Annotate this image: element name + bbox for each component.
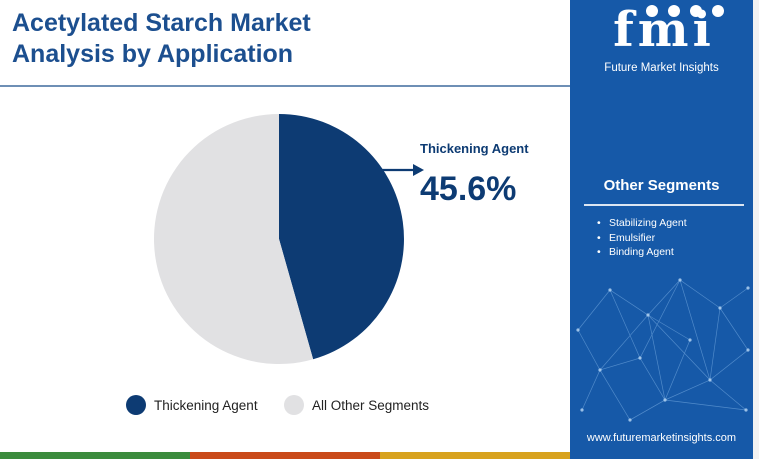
other-segments-list: Stabilizing Agent Emulsifier Binding Age… xyxy=(597,216,687,260)
legend-item-thickening-agent: Thickening Agent xyxy=(126,394,258,416)
network-graphic xyxy=(576,278,750,422)
brand-side-panel: fmi Future Market Insights Other Segment… xyxy=(570,0,753,452)
pie-slice-all-other-segments xyxy=(153,113,314,364)
legend-label: Thickening Agent xyxy=(154,397,258,413)
website-url: www.futuremarketinsights.com xyxy=(586,432,737,444)
pie-slice-thickening-agent xyxy=(279,114,404,360)
callout-value: 45.6% xyxy=(420,170,517,208)
accent-segment-blue xyxy=(570,452,753,459)
callout-arrow xyxy=(382,164,424,176)
other-segments-divider xyxy=(584,204,744,206)
accent-segment-gold xyxy=(380,452,570,459)
accent-segment-green xyxy=(0,452,190,459)
legend-swatch-thickening-agent xyxy=(126,395,146,415)
other-segments-heading: Other Segments xyxy=(603,177,720,194)
logo-people-icons xyxy=(646,5,724,17)
callout-label: Thickening Agent xyxy=(420,141,529,156)
pie-chart xyxy=(153,113,424,364)
color-accent-bar xyxy=(0,452,753,459)
list-item: Stabilizing Agent xyxy=(597,216,687,231)
right-edge-strip xyxy=(753,0,759,459)
pie-slices xyxy=(153,113,404,364)
brand-name: Future Market Insights xyxy=(604,62,719,74)
page-title: Acetylated Starch Market Analysis by App… xyxy=(12,8,311,70)
title-divider xyxy=(0,85,570,87)
legend-label: All Other Segments xyxy=(312,397,430,413)
title-line-1: Acetylated Starch Market xyxy=(12,9,311,37)
title-line-2: Analysis by Application xyxy=(12,40,294,68)
legend-item-all-other-segments: All Other Segments xyxy=(284,394,429,416)
legend-swatch-all-other-segments xyxy=(284,395,304,415)
list-item: Binding Agent xyxy=(597,245,687,260)
list-item: Emulsifier xyxy=(597,231,687,246)
accent-segment-orange xyxy=(190,452,380,459)
